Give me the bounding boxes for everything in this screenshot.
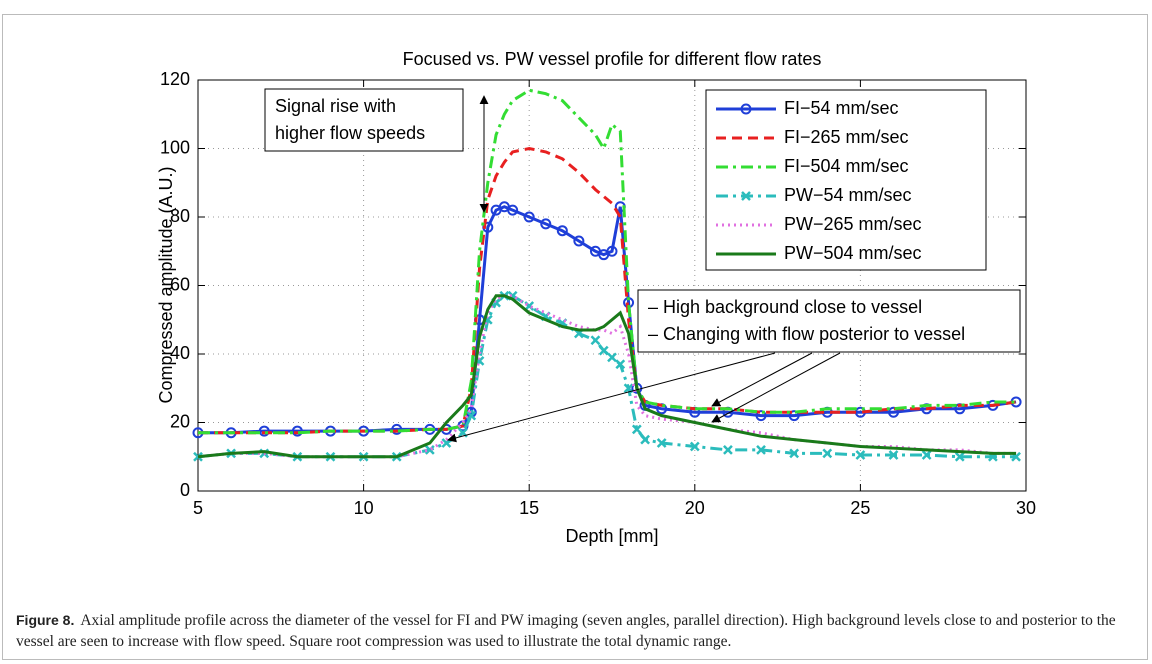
marker <box>888 450 899 460</box>
legend: FI−54 mm/sec FI−265 mm/sec FI−504 mm/sec PW… <box>705 89 987 271</box>
marker <box>656 438 667 448</box>
marker <box>741 191 751 201</box>
marker <box>424 445 435 455</box>
marker <box>855 450 866 460</box>
y-tick-label: 0 <box>180 480 190 500</box>
marker <box>723 445 733 455</box>
caption-label: Figure 8. <box>16 612 75 628</box>
marker <box>598 345 609 356</box>
legend-label: FI−504 mm/sec <box>784 156 909 176</box>
marker <box>640 434 651 445</box>
marker <box>466 410 477 421</box>
x-tick-label: 20 <box>685 498 705 518</box>
figure-frame <box>2 14 1148 660</box>
x-tick-label: 10 <box>354 498 374 518</box>
marker <box>631 424 642 435</box>
marker <box>258 425 270 437</box>
x-axis-label: Depth [mm] <box>565 526 658 546</box>
annotation-box <box>264 88 464 152</box>
marker <box>921 450 932 460</box>
annotation-arrow <box>447 352 776 443</box>
marker <box>789 448 800 459</box>
marker <box>740 103 752 115</box>
series-line <box>197 294 1017 459</box>
chart: Focused vs. PW vessel profile for differ… <box>156 49 1036 546</box>
x-tick-label: 5 <box>193 498 203 518</box>
annotation-text: – Changing with flow posterior to vessel <box>648 324 965 344</box>
marker <box>954 451 965 462</box>
plot-frame <box>197 79 1027 492</box>
annotation-text: Signal rise with <box>275 96 396 116</box>
marker <box>573 235 585 247</box>
legend-label: FI−265 mm/sec <box>784 127 909 147</box>
series-line <box>197 294 1017 459</box>
legend-frame <box>705 89 987 271</box>
caption: Figure 8. Axial amplitude profile across … <box>16 610 1136 652</box>
series-line <box>198 88 1017 435</box>
annotation-box <box>637 289 1021 353</box>
annotation: – High background close to vessel – Chang… <box>447 289 1021 443</box>
marker <box>607 352 617 363</box>
y-tick-label: 40 <box>170 343 190 363</box>
x-tick-label: 30 <box>1016 498 1036 518</box>
annotation-text: higher flow speeds <box>275 123 425 143</box>
series <box>197 294 1017 459</box>
marker <box>540 218 552 230</box>
annotation: Signal rise with higher flow speeds <box>264 88 489 213</box>
marker <box>888 406 900 418</box>
annotation-arrow <box>711 352 813 407</box>
marker <box>822 448 833 459</box>
legend-label: FI−54 mm/sec <box>784 98 899 118</box>
marker <box>556 225 568 237</box>
marker <box>756 445 766 455</box>
series <box>197 294 1017 459</box>
marker <box>755 410 767 422</box>
marker <box>606 245 618 257</box>
y-tick-label: 20 <box>170 411 190 431</box>
legend-label: PW−265 mm/sec <box>784 214 922 234</box>
y-tick-label: 60 <box>170 274 190 294</box>
x-tick-label: 15 <box>519 498 539 518</box>
y-tick-label: 120 <box>160 69 190 89</box>
annotation-arrow <box>711 352 841 423</box>
y-tick-label: 80 <box>170 206 190 226</box>
marker <box>788 410 800 422</box>
chart-title: Focused vs. PW vessel profile for differ… <box>403 49 822 69</box>
marker <box>689 441 700 452</box>
marker <box>590 335 601 346</box>
legend-label: PW−54 mm/sec <box>784 185 912 205</box>
annotation-text: – High background close to vessel <box>648 297 922 317</box>
marker <box>523 211 535 223</box>
caption-text: Axial amplitude profile across the diame… <box>16 612 1116 650</box>
marker <box>507 204 519 216</box>
y-tick-label: 100 <box>160 137 190 157</box>
y-axis-label: Compressed amplitude (A.U.) <box>156 166 176 403</box>
marker <box>615 359 626 370</box>
x-tick-label: 25 <box>850 498 870 518</box>
series <box>198 88 1017 435</box>
legend-label: PW−504 mm/sec <box>784 243 922 263</box>
